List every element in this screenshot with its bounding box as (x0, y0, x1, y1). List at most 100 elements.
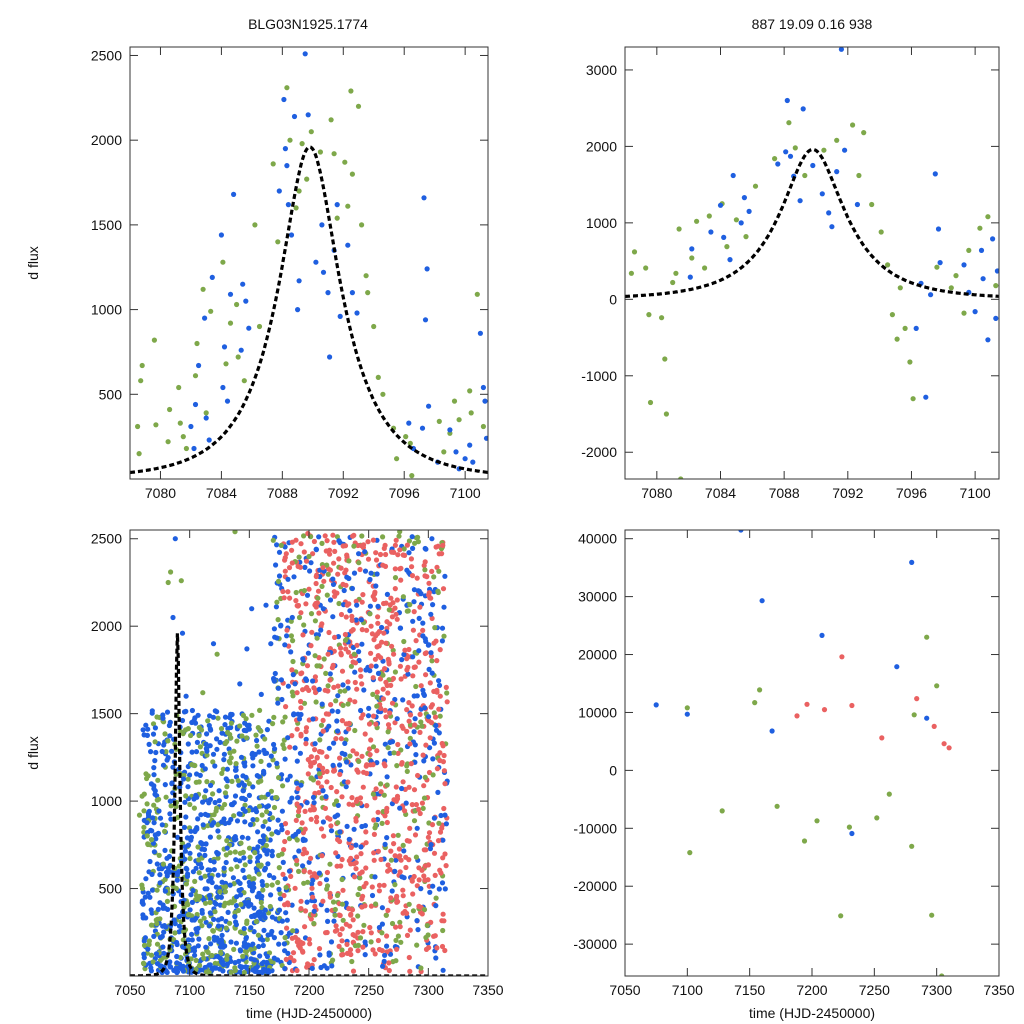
noise-point (320, 765, 326, 771)
noise-point (383, 551, 389, 558)
noise-point (211, 899, 218, 906)
data-point-blue (994, 268, 999, 274)
noise-point (205, 718, 211, 724)
data-point-green (232, 530, 238, 535)
noise-point (291, 574, 297, 580)
noise-point (271, 804, 278, 811)
data-point-blue (980, 276, 986, 282)
noise-point (407, 712, 414, 718)
noise-point (322, 805, 328, 812)
noise-point (433, 895, 439, 901)
noise-point (384, 835, 390, 841)
noise-point (308, 643, 314, 649)
noise-point (382, 707, 388, 713)
noise-point (216, 834, 222, 840)
noise-point (326, 745, 332, 751)
noise-point (151, 802, 157, 808)
noise-point (318, 826, 325, 832)
data-point-green (196, 779, 202, 785)
data-point-green (194, 340, 200, 347)
noise-point (181, 944, 187, 951)
noise-point (323, 794, 329, 800)
noise-point (298, 711, 304, 718)
noise-point (289, 935, 295, 941)
noise-point (382, 741, 388, 747)
data-point-blue (429, 536, 435, 542)
noise-point (382, 813, 388, 819)
noise-point (295, 813, 301, 819)
noise-point (305, 961, 311, 967)
noise-point (268, 788, 274, 794)
noise-point (389, 614, 395, 620)
data-point-blue (320, 606, 326, 612)
noise-point (346, 906, 352, 912)
noise-point (409, 573, 416, 579)
y-axis-label: d flux (25, 246, 41, 279)
noise-point (375, 816, 381, 823)
noise-point (316, 686, 322, 693)
noise-point (148, 968, 154, 974)
noise-point (187, 850, 193, 856)
noise-point (169, 748, 175, 754)
noise-point (303, 728, 309, 735)
noise-point (157, 934, 163, 941)
data-point-green (389, 920, 396, 927)
noise-point (288, 649, 294, 655)
noise-point (187, 801, 193, 808)
noise-point (206, 936, 212, 942)
data-point-green (317, 149, 323, 155)
noise-point (153, 836, 159, 842)
noise-point (339, 856, 345, 863)
noise-point (347, 608, 353, 614)
noise-point (185, 937, 191, 943)
noise-point (296, 868, 302, 875)
noise-point (283, 704, 289, 710)
data-point-red (794, 713, 800, 719)
data-point-blue (194, 826, 200, 832)
x-tick-label: 7200 (293, 982, 324, 998)
noise-point (441, 918, 447, 924)
noise-point (364, 803, 370, 809)
y-tick-label: 2500 (91, 531, 122, 547)
noise-point (233, 903, 240, 909)
data-point-green (889, 312, 896, 318)
noise-point (417, 810, 423, 817)
noise-point (282, 935, 288, 941)
noise-point (356, 649, 362, 655)
y-tick-label: 1000 (586, 215, 617, 231)
noise-point (209, 952, 215, 959)
noise-point (340, 951, 346, 958)
noise-point (400, 594, 406, 600)
data-point-blue (169, 781, 175, 787)
data-point-green (878, 229, 884, 235)
noise-point (416, 588, 422, 594)
noise-point (269, 853, 275, 859)
data-point-blue (231, 191, 237, 197)
noise-point (157, 815, 164, 821)
noise-point (422, 774, 428, 781)
noise-point (274, 760, 280, 767)
data-point-blue (354, 602, 360, 608)
x-tick-label: 7088 (267, 485, 298, 501)
noise-point (328, 828, 335, 834)
noise-point (353, 815, 359, 821)
noise-point (428, 720, 435, 726)
noise-point (436, 678, 442, 684)
noise-point (352, 699, 358, 705)
noise-point (183, 793, 189, 799)
data-point-blue (196, 362, 202, 369)
y-tick-label: -1000 (581, 368, 617, 384)
noise-point (302, 564, 308, 571)
noise-point (197, 744, 203, 750)
data-point-blue (826, 210, 832, 216)
noise-point (269, 882, 275, 888)
noise-point (424, 922, 430, 929)
noise-point (314, 814, 320, 820)
noise-point (394, 616, 400, 622)
data-point-blue (404, 567, 410, 573)
noise-point (262, 750, 268, 757)
noise-point (397, 547, 403, 553)
noise-point (295, 785, 301, 792)
noise-point (365, 539, 371, 545)
noise-point (410, 618, 416, 624)
